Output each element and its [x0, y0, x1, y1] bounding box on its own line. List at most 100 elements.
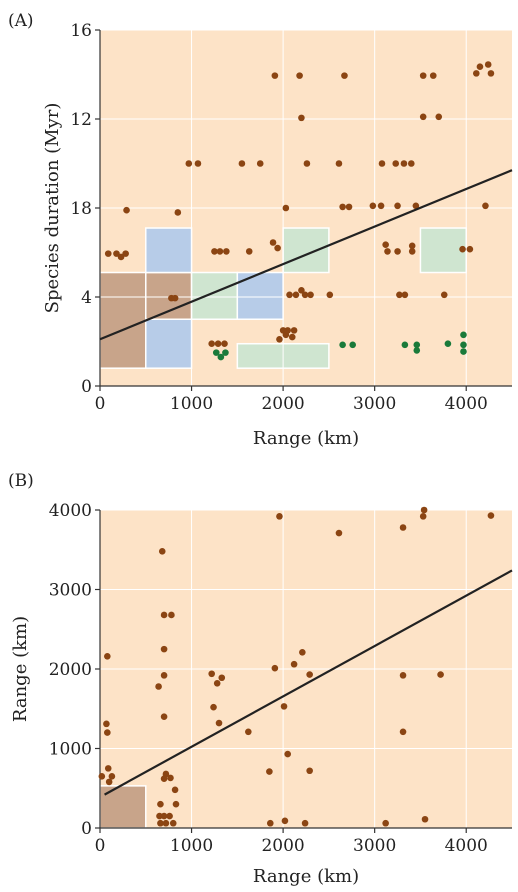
data-point-brown [274, 244, 281, 252]
x-tick-label: 4000 [445, 394, 488, 414]
data-point-brown [429, 72, 437, 79]
x-axis-label: Range (km) [253, 866, 359, 887]
data-point-brown [269, 239, 277, 246]
data-point-brown [174, 209, 182, 216]
data-point-brown [435, 113, 443, 121]
data-point-brown [487, 70, 495, 77]
data-point-brown [394, 202, 401, 210]
data-point-brown [211, 248, 218, 255]
x-tick-label: 3000 [353, 836, 396, 856]
y-axis-label: Range (km) [10, 616, 31, 722]
regression-line [99, 169, 513, 341]
data-point-brown [103, 720, 110, 728]
data-point-green [413, 347, 421, 354]
data-point-brown [256, 160, 264, 167]
data-point-brown [160, 812, 168, 820]
data-point-brown [392, 160, 400, 167]
data-point-brown [216, 248, 224, 255]
data-point-green [339, 341, 346, 349]
data-point-brown [369, 202, 377, 210]
data-point-brown [382, 241, 389, 249]
data-point-brown [218, 674, 226, 682]
x-tick-label: 4000 [445, 836, 488, 856]
data-point-brown [167, 774, 174, 782]
data-point-brown [276, 513, 283, 520]
data-point-brown [155, 683, 162, 690]
data-point-brown [160, 672, 168, 679]
shaded-block-green [282, 227, 330, 274]
y-tick-label: 3000 [49, 581, 92, 601]
data-point-brown [459, 245, 466, 253]
data-point-brown [396, 291, 403, 299]
data-point-brown [298, 114, 305, 122]
x-axis-label: Range (km) [253, 428, 359, 449]
data-point-green [212, 349, 220, 356]
data-point-brown [292, 291, 300, 299]
data-point-brown [282, 204, 290, 212]
data-point-brown [290, 327, 298, 334]
y-tick-label: 12 [70, 110, 92, 130]
data-point-brown [400, 160, 408, 167]
data-point-brown [162, 819, 170, 827]
y-tick-label: 18 [70, 199, 92, 219]
data-point-brown [98, 773, 106, 780]
data-point-brown [377, 202, 385, 210]
data-point-brown [158, 548, 166, 555]
data-point-brown [157, 819, 164, 827]
data-point-brown [245, 248, 253, 255]
data-point-brown [271, 72, 279, 79]
x-tick-label: 2000 [261, 394, 304, 414]
data-point-brown [382, 819, 389, 827]
data-point-brown [284, 327, 291, 334]
data-point-brown [466, 245, 474, 253]
x-tick-label: 3000 [353, 394, 396, 414]
data-point-brown [160, 645, 168, 653]
data-point-brown [171, 294, 179, 302]
y-tick-label: 0 [81, 819, 92, 839]
data-point-brown [399, 728, 407, 736]
data-point-brown [210, 703, 217, 711]
data-point-brown [384, 248, 391, 255]
x-tick-label: 0 [95, 394, 106, 414]
data-point-brown [157, 800, 164, 808]
data-point-brown [419, 72, 427, 79]
data-point-brown [399, 524, 407, 531]
data-point-brown [276, 335, 283, 343]
data-point-brown [286, 291, 293, 299]
data-point-brown [108, 773, 116, 780]
data-point-brown [301, 291, 309, 299]
data-point-brown [271, 664, 279, 672]
data-point-brown [166, 812, 173, 820]
data-point-brown [335, 160, 343, 167]
data-point-green [413, 341, 421, 349]
data-point-brown [484, 61, 492, 68]
y-tick-label: 1000 [49, 740, 92, 760]
x-tick-label: 1000 [170, 836, 213, 856]
data-point-brown [185, 160, 193, 167]
shaded-block-blue [145, 227, 193, 274]
data-point-brown [472, 70, 480, 77]
data-point-brown [408, 242, 416, 250]
data-point-brown [290, 660, 298, 668]
data-point-brown [238, 160, 246, 167]
data-point-brown [213, 680, 221, 687]
data-point-brown [208, 340, 215, 348]
data-point-brown [280, 703, 288, 710]
y-tick-label: 2000 [49, 660, 92, 680]
data-point-brown [301, 819, 309, 827]
data-point-brown [408, 248, 416, 255]
data-point-brown [440, 291, 448, 299]
data-point-brown [482, 202, 489, 210]
shaded-block-green [190, 271, 239, 320]
x-tick-label: 0 [95, 836, 106, 856]
data-point-brown [281, 817, 289, 825]
data-point-brown [208, 670, 215, 678]
data-point-brown [298, 287, 305, 294]
x-tick-label: 2000 [261, 836, 304, 856]
data-point-brown [223, 248, 230, 255]
data-point-brown [117, 253, 125, 261]
data-point-brown [299, 649, 306, 656]
panel-label: (A) [8, 11, 34, 31]
data-point-brown [412, 202, 420, 210]
data-point-brown [421, 815, 429, 823]
